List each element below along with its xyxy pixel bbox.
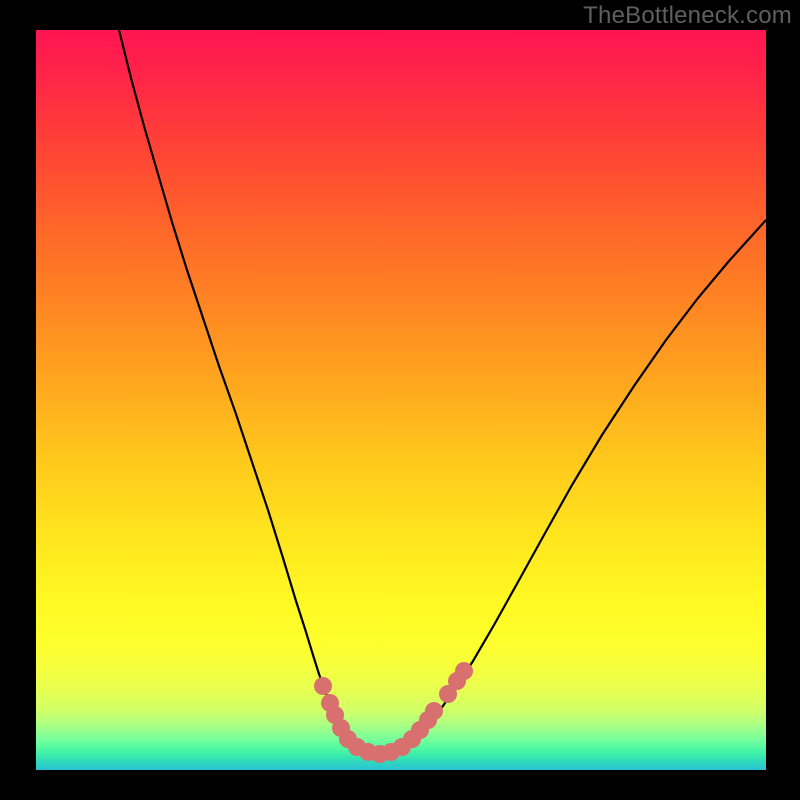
accent-marker — [448, 672, 466, 690]
accent-marker — [455, 662, 473, 680]
accent-marker — [382, 743, 400, 761]
accent-marker — [348, 738, 366, 756]
accent-marker — [393, 738, 411, 756]
accent-marker — [326, 706, 344, 724]
accent-marker — [371, 745, 389, 763]
accent-marker — [332, 719, 350, 737]
accent-marker — [411, 721, 429, 739]
plot-area — [36, 30, 766, 770]
accent-marker — [314, 677, 332, 695]
accent-marker — [439, 685, 457, 703]
watermark-text: TheBottleneck.com — [583, 2, 792, 30]
accent-marker — [419, 711, 437, 729]
accent-marker — [321, 694, 339, 712]
curve-svg — [36, 30, 766, 770]
accent-marker — [403, 730, 421, 748]
accent-marker — [339, 730, 357, 748]
accent-marker — [359, 743, 377, 761]
accent-marker — [425, 702, 443, 720]
bottleneck-curve — [119, 30, 766, 755]
chart-container: TheBottleneck.com — [0, 0, 800, 800]
accent-marker-group — [314, 662, 473, 763]
